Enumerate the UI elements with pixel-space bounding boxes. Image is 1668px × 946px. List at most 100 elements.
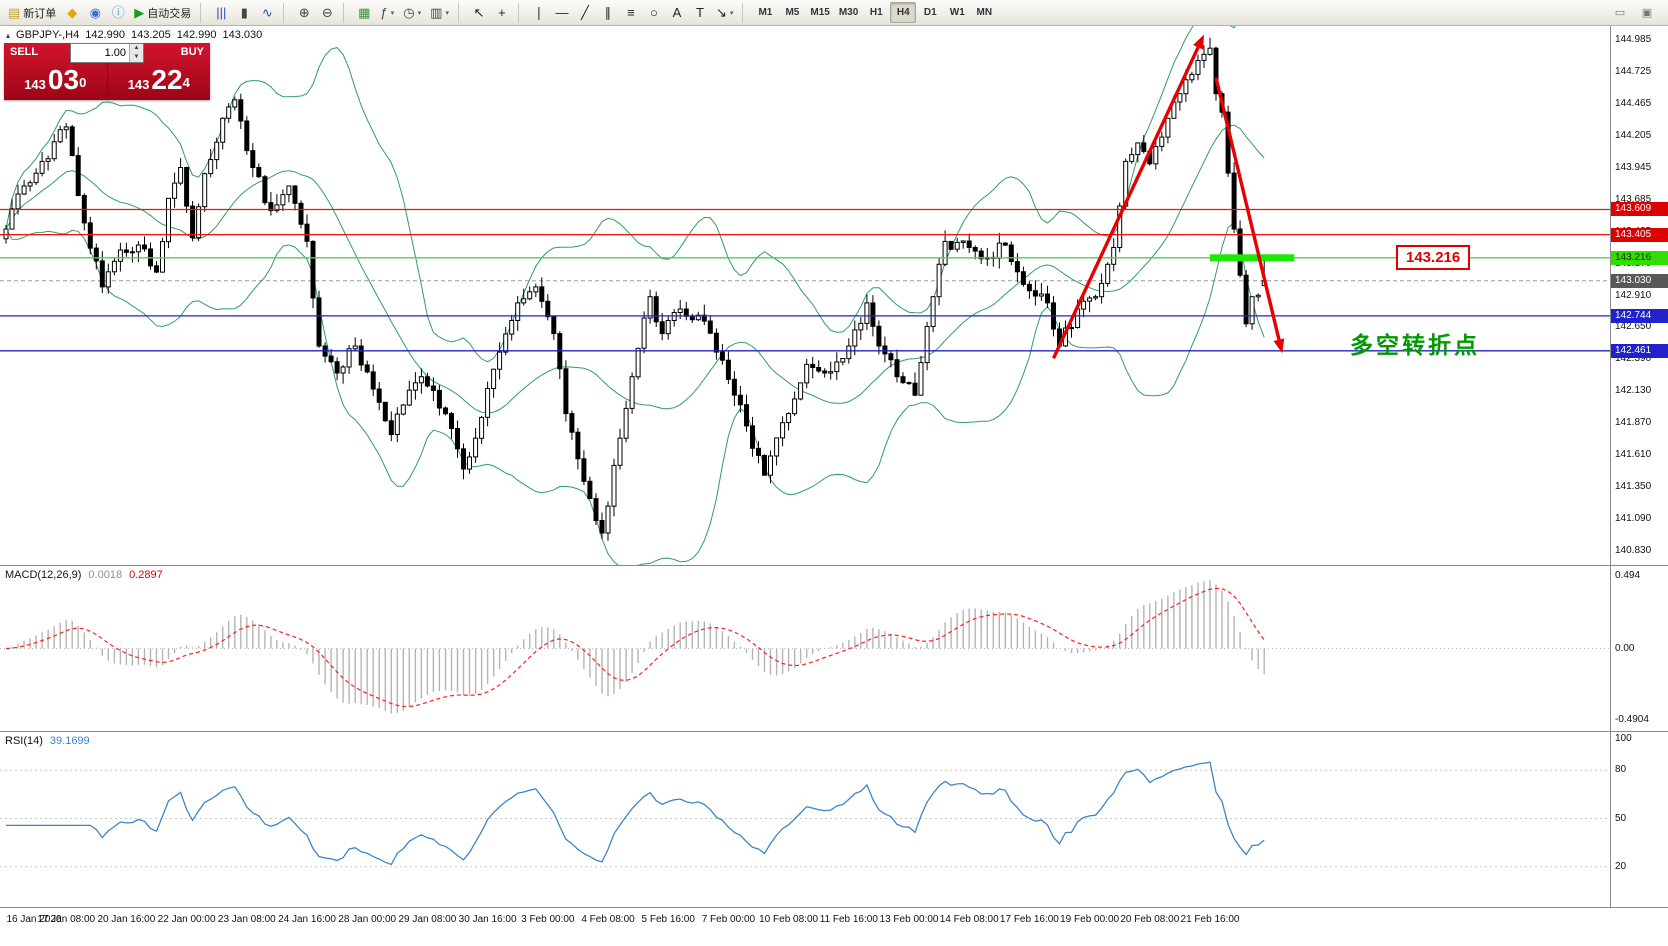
tile-windows-button-icon: ▦ [358, 5, 371, 20]
zoom-in-button[interactable]: ⊕ [293, 2, 315, 23]
arrows-button[interactable]: ↘ ▾ [712, 2, 737, 23]
shapes-button[interactable]: ○ [643, 2, 665, 23]
price-flag-label[interactable]: 143.216 [1396, 245, 1471, 270]
price-tick: 144.465 [1615, 98, 1652, 110]
trendline-button[interactable]: ╱ [574, 2, 596, 23]
line-chart-button[interactable]: ∿ [256, 2, 278, 23]
price-badge: 142.461 [1611, 343, 1668, 358]
timeframe-m5-button[interactable]: M5 [785, 7, 800, 18]
indicators-button[interactable]: ƒ ▾ [376, 2, 398, 23]
turning-point-annotation[interactable]: 多空转折点 [1350, 332, 1480, 358]
time-label: 28 Jan 00:00 [338, 914, 397, 925]
trend-arrow[interactable] [1051, 34, 1205, 360]
timeframe-m15-button[interactable]: M15 [810, 7, 830, 18]
zoom-in-button-icon: ⊕ [298, 5, 310, 20]
sell-label: SELL [10, 46, 39, 58]
time-label: 10 Feb 08:00 [759, 914, 819, 925]
trend-arrow[interactable] [1214, 77, 1285, 354]
rsi-canvas[interactable] [0, 732, 1610, 907]
auto-trading-button-label: 自动交易 [147, 7, 192, 20]
rsi-tick: 100 [1615, 733, 1632, 744]
label-button[interactable]: T [689, 2, 711, 23]
timeframe-w1-button[interactable]: W1 [949, 7, 965, 18]
time-label: 20 Jan 16:00 [97, 914, 156, 925]
chevron-down-icon: ▾ [445, 9, 449, 17]
rsi-tick: 20 [1615, 860, 1627, 872]
bar-chart-button[interactable]: ||| [210, 2, 232, 23]
price-chart-canvas[interactable] [0, 26, 1610, 565]
candles [3, 37, 1267, 541]
timeframe-h4-button[interactable]: H4 [890, 2, 917, 23]
auto-trading-button[interactable]: ▶ 自动交易 [130, 2, 195, 23]
vertical-line-button-icon: ∣ [535, 5, 543, 20]
cursor-button[interactable]: ↖ [468, 2, 490, 23]
profile-button[interactable]: ◉ [84, 2, 106, 23]
time-label: 20 Feb 08:00 [1120, 914, 1180, 925]
chart-symbol-button[interactable]: ◆ [61, 2, 83, 23]
macd-signal-value: 0.2897 [129, 569, 163, 581]
rsi-scale[interactable]: 100 80 50 20 [1610, 732, 1668, 908]
macd-signal-line [5, 587, 1265, 708]
fibonacci-button[interactable]: ≡ [620, 2, 642, 23]
restore-window-button[interactable]: ▣ [1641, 7, 1653, 19]
text-button[interactable]: A [666, 2, 688, 23]
time-label: 16 Jan 2020 [6, 914, 62, 925]
volume-input[interactable] [71, 44, 129, 62]
time-label: 14 Feb 08:00 [939, 914, 999, 925]
new-order-button[interactable]: ▤ 新订单 [4, 2, 60, 23]
timeframe-m30-button[interactable]: M30 [838, 7, 859, 18]
candlestick-chart-button[interactable]: ▮ [233, 2, 255, 23]
macd-scale[interactable]: 0.494 0.00 -0.4904 [1610, 566, 1668, 732]
one-click-collapse-icon[interactable]: ▴ [6, 30, 11, 40]
time-label: 24 Jan 16:00 [278, 914, 336, 925]
info-button[interactable]: ⓘ [107, 2, 129, 23]
highlight-segment[interactable] [1210, 254, 1295, 262]
chevron-down-icon: ▾ [417, 9, 422, 17]
horizontal-line-button[interactable]: ― [551, 2, 573, 23]
bar-high-value: 143.205 [130, 29, 171, 41]
macd-tick: 0.00 [1615, 642, 1635, 654]
minimize-window-button[interactable]: ▭ [1614, 7, 1626, 19]
new-order-button-icon: ▤ [8, 5, 21, 20]
price-tick: 141.350 [1615, 481, 1652, 493]
timeframe-m1-button[interactable]: M1 [758, 7, 773, 18]
vertical-line-button[interactable]: ∣ [528, 2, 550, 23]
time-label: 13 Feb 00:00 [879, 914, 939, 925]
text-button-icon: A [672, 5, 682, 20]
price-tick: 142.910 [1615, 289, 1652, 301]
zoom-out-button-icon: ⊖ [321, 5, 333, 20]
price-tick: 141.090 [1615, 513, 1652, 525]
rsi-line [6, 761, 1265, 866]
price-scale[interactable]: 144.985 144.725 144.465 144.205 143.945 143.6… [1610, 26, 1668, 566]
zoom-out-button[interactable]: ⊖ [316, 2, 338, 23]
macd-tick: -0.4904 [1615, 714, 1649, 726]
main-chart-panel: ▴ GBPJPY-,H4 142.990 143.205 142.990 143… [0, 26, 1610, 566]
timeframe-d1-button[interactable]: D1 [923, 7, 937, 18]
time-label: 11 Feb 16:00 [819, 914, 878, 925]
crosshair-button[interactable]: + [491, 2, 513, 23]
macd-canvas[interactable] [0, 566, 1610, 731]
time-axis[interactable]: 16 Jan 2020 17 Jan 08:00 20 Jan 16:00 22 Ja… [0, 908, 1668, 946]
bar-low-value: 142.990 [176, 29, 217, 41]
tile-windows-button[interactable]: ▦ [353, 2, 375, 23]
rsi-tick: 50 [1615, 812, 1627, 824]
toolbar-separator [742, 2, 748, 23]
time-label: 5 Feb 16:00 [641, 914, 695, 925]
timeframe-mn-button[interactable]: MN [976, 7, 993, 18]
periods-button[interactable]: ◷ ▾ [399, 2, 425, 23]
volume-spinner[interactable]: ▲ ▼ [129, 44, 143, 62]
candlestick-chart-button-icon: ▮ [240, 5, 248, 20]
time-label: 17 Feb 16:00 [999, 914, 1059, 925]
line-chart-button-icon: ∿ [261, 5, 273, 20]
volume-up-icon: ▲ [130, 44, 143, 53]
toolbar-separator [517, 2, 524, 23]
price-tick: 144.205 [1615, 130, 1652, 142]
buy-label: BUY [180, 46, 204, 58]
timeframe-h1-button[interactable]: H1 [869, 7, 883, 18]
templates-button[interactable]: ▥ ▾ [426, 2, 453, 23]
rsi-label: RSI(14) [5, 735, 43, 747]
shapes-button-icon: ○ [650, 5, 658, 20]
channel-button[interactable]: ∥ [597, 2, 619, 23]
time-label: 3 Feb 00:00 [521, 914, 575, 925]
